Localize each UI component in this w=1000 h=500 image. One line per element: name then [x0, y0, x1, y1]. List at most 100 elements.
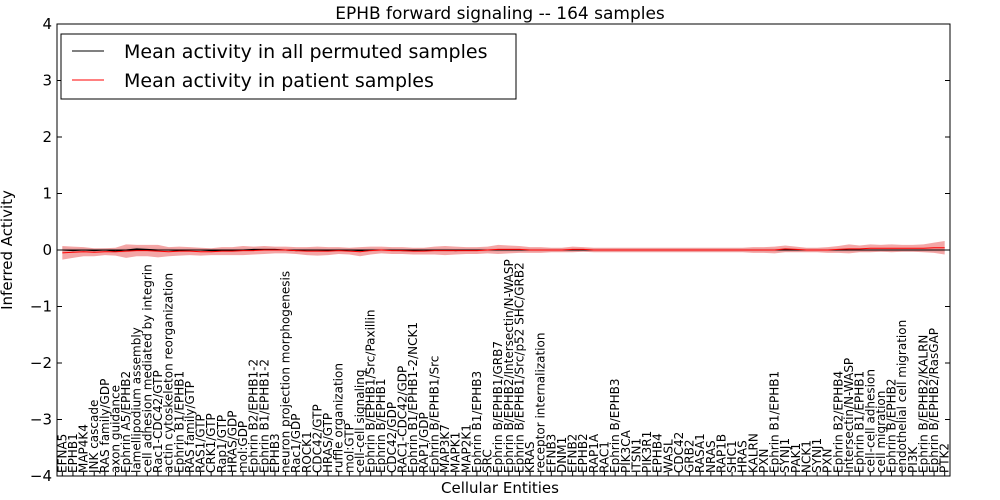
x-tick-label: Ephrin B2/EPHB1-2 — [247, 359, 261, 473]
x-tick-label: RAC1-CDC42/GDP — [396, 366, 410, 473]
x-tick-label: Ephrin B/EPHB1 — [374, 379, 388, 473]
x-tick-label: RAP1/GDP — [417, 412, 431, 473]
x-tick-label: Ephrin B1/EPHB3 — [470, 371, 484, 473]
x-tick-label: Ephrin B/EPHB1/Src — [427, 356, 441, 473]
x-tick-label: KRAS — [523, 441, 537, 473]
x-tick-label: Ephrin A5/EPHB2 — [119, 371, 133, 473]
series-line-patient — [62, 247, 945, 254]
x-tick-label: Ephrin B/EPHB2 — [885, 379, 899, 473]
x-tick-label: EFNB2 — [566, 434, 580, 473]
legend-label-patient: Mean activity in patient samples — [124, 70, 434, 92]
x-tick-label: RAC1 — [597, 441, 611, 473]
x-tick-label: PXN — [757, 449, 771, 473]
x-tick-label: WASL — [661, 439, 675, 473]
y-tick-label: −3 — [30, 411, 52, 429]
legend-box — [60, 33, 517, 100]
x-tick-label: RAP1B — [714, 434, 728, 473]
x-tick-label: PI3K — [906, 446, 920, 473]
y-axis-label: Inferred Activity — [0, 190, 16, 310]
y-tick-label: −4 — [30, 467, 52, 485]
x-tick-label: lamellipodium assembly — [130, 327, 144, 473]
x-tick-label: neuron projection morphogenesis — [279, 271, 293, 473]
x-tick-label: EPHB1 — [66, 433, 80, 473]
x-tick-label: JNK cascade — [87, 400, 101, 474]
x-tick-label: HRAS/GTP — [321, 413, 335, 473]
y-tick-label: 0 — [42, 241, 52, 259]
x-tick-label: SYNJ1 — [778, 438, 792, 473]
x-tick-label: ITSN1 — [629, 438, 643, 473]
x-tick-label: PXN — [821, 449, 835, 473]
x-tick-label: CDC42/GTP — [310, 404, 324, 473]
x-tick-label: ruffle organization — [332, 363, 346, 473]
x-tick-label: cell adhesion mediated by integrin — [140, 264, 154, 473]
x-tick-label: Rap1/GTP — [215, 415, 229, 473]
x-tick-label: EPHB4 — [651, 433, 665, 473]
x-tick-label: Ephrin B/EPHB1/Src/Paxillin — [364, 309, 378, 473]
x-tick-label: RAP1A — [587, 433, 601, 473]
x-tick-label: Ephrin B1/EPHB1 — [768, 371, 782, 473]
x-tick-label: Ephrin B/EPHB2/KALRN — [916, 335, 930, 473]
x-tick-label: Ephrin B1/EPHB1 — [853, 371, 867, 473]
x-tick-label: EFNA5 — [55, 434, 69, 473]
x-tick-label: Ephrin B2/EPHB4 — [831, 371, 845, 473]
x-tick-label: ROCK1 — [300, 431, 314, 473]
x-tick-label: mol:GTP — [342, 423, 356, 473]
y-tick-label: −1 — [30, 298, 52, 316]
x-tick-label: Ephrin B/EPHB2/Intersectin/N-WASP — [502, 259, 516, 473]
x-tick-label: Ephrin B/EPHB3 — [608, 379, 622, 473]
x-tick-label: Ephrin B/EPHB1/Src/p52 SHC/GRB2 — [512, 262, 526, 473]
y-tick-label: 1 — [42, 185, 52, 203]
y-tick-label: −2 — [30, 354, 52, 372]
x-tick-label: PIK3R1 — [640, 431, 654, 473]
x-tick-label: CDC42/GDP — [385, 402, 399, 473]
y-tick-label: 2 — [42, 128, 52, 146]
x-tick-label: CDC42 — [672, 432, 686, 473]
x-axis-label: Cellular Entities — [441, 479, 559, 497]
x-tick-label: MAP4K4 — [77, 424, 91, 473]
x-tick-label: axon guidance — [108, 385, 122, 473]
x-tick-label: Rac1-CDC42/GTP — [151, 370, 165, 473]
x-tick-label: PTK2 — [938, 443, 952, 473]
x-tick-label: Ephrin B1/EPHB1-2 — [257, 359, 271, 473]
x-tick-label: SRC — [481, 449, 495, 473]
x-tick-label: Ephrin B1/EPHB1 — [172, 371, 186, 473]
x-tick-label: RAS1/GTP — [194, 414, 208, 473]
x-tick-label: receptor internalization — [534, 333, 548, 473]
x-tick-label: Intersectin/N-WASP — [842, 358, 856, 473]
legend-label-permuted: Mean activity in all permuted samples — [124, 41, 487, 63]
x-tick-label: Ephrin B/EPHB2/RasGAP — [927, 328, 941, 473]
x-tick-label: KALRN — [746, 433, 760, 473]
x-tick-label: EFNB3 — [544, 434, 558, 473]
x-tick-label: RAS family/GDP — [98, 379, 112, 473]
x-tick-label: Ephrin B1/EPHB1-2/NCK1 — [406, 322, 420, 473]
x-tick-label: RAS family/GTP — [183, 381, 197, 473]
x-tick-label: PAK1 — [789, 443, 803, 473]
legend: Mean activity in all permuted samples Me… — [60, 33, 517, 100]
x-tick-label: endothelial cell migration — [895, 320, 909, 473]
x-tick-label: MAP3K7 — [438, 424, 452, 473]
y-tick-label: 4 — [42, 15, 52, 33]
x-tick-label: RASA1 — [693, 433, 707, 473]
x-tick-label: MAP2K1 — [459, 424, 473, 473]
x-tick-label: DNM1 — [555, 437, 569, 473]
x-tick-label: PIK3CA — [619, 429, 633, 473]
x-tick-label: CRK1/GTP — [204, 413, 218, 473]
x-tick-label: cell-cell adhesion — [863, 369, 877, 473]
series-lines — [57, 247, 950, 254]
x-tick-label: Rac1/GDP — [289, 414, 303, 473]
x-tick-label: cell-cell signaling — [353, 370, 367, 474]
y-axis: 4 3 2 1 0 −1 −2 −3 −4 — [30, 15, 950, 485]
x-tick-label: actin cytoskeleton reorganization — [162, 273, 176, 473]
x-tick-label: MAPK1 — [449, 432, 463, 473]
x-tick-label: NCK1 — [799, 440, 813, 473]
y-tick-label: 3 — [42, 72, 52, 90]
x-tick-label: EPHB2 — [576, 433, 590, 473]
x-tick-label: GRB2 — [683, 439, 697, 473]
x-tick-label: HRAS/GDP — [225, 410, 239, 473]
x-tick-label: HRAS — [736, 440, 750, 473]
x-tick-label: SHC1 — [725, 440, 739, 473]
x-tick-label: EPHB3 — [268, 433, 282, 473]
x-tick-label: SYNJ1 — [810, 438, 824, 473]
